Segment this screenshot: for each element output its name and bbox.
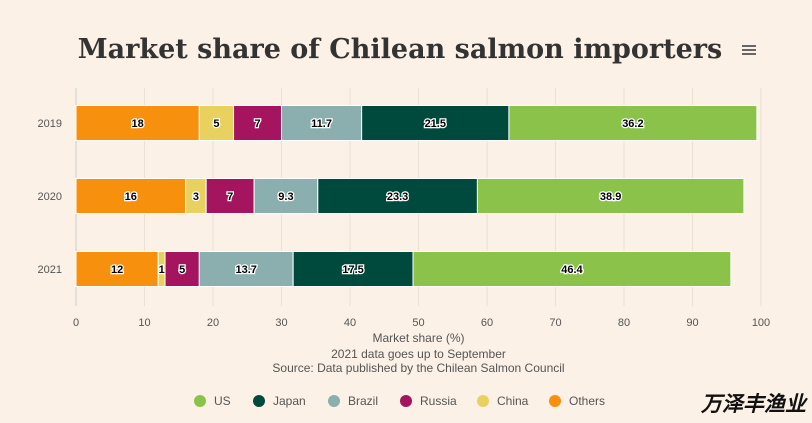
data-label: 46.4 <box>561 264 583 276</box>
legend-item[interactable]: Russia <box>420 394 457 408</box>
data-label: 5 <box>179 264 185 276</box>
legend-marker[interactable] <box>549 395 561 407</box>
x-tick-label: 20 <box>207 317 219 329</box>
data-label: 9.3 <box>278 191 293 203</box>
data-label: 21.5 <box>425 118 446 130</box>
data-label: 7 <box>227 191 233 203</box>
data-label: 5 <box>213 118 219 130</box>
data-label: 7 <box>254 118 260 130</box>
chart-note: Source: Data published by the Chilean Sa… <box>272 361 564 375</box>
legend-item[interactable]: Japan <box>273 394 306 408</box>
data-label: 36.2 <box>622 118 643 130</box>
legend-marker[interactable] <box>194 395 206 407</box>
data-label: 3 <box>193 191 199 203</box>
bar-segment <box>164 251 200 287</box>
x-tick-label: 10 <box>138 317 150 329</box>
bar-segment <box>253 178 319 214</box>
data-label: 1 <box>159 264 165 276</box>
data-label: 12 <box>111 264 123 276</box>
x-tick-label: 40 <box>344 317 356 329</box>
legend-marker[interactable] <box>477 395 489 407</box>
data-label: 13.7 <box>236 264 257 276</box>
x-axis-title: Market share (%) <box>372 331 464 345</box>
hamburger-menu-icon[interactable] <box>738 40 760 60</box>
bar-segment <box>205 178 255 214</box>
bar-segment <box>508 105 758 141</box>
x-tick-label: 30 <box>275 317 287 329</box>
x-tick-label: 70 <box>549 317 561 329</box>
legend-marker[interactable] <box>400 395 412 407</box>
chart-title: Market share of Chilean salmon importers <box>77 34 723 65</box>
y-tick-label: 2019 <box>38 118 62 130</box>
x-tick-label: 100 <box>752 317 770 329</box>
data-label: 18 <box>132 118 144 130</box>
legend-item[interactable]: China <box>497 394 529 408</box>
legend-item[interactable]: US <box>214 394 231 408</box>
data-label: 16 <box>125 191 137 203</box>
x-tick-label: 60 <box>481 317 493 329</box>
data-label: 11.7 <box>311 118 332 130</box>
legend-marker[interactable] <box>328 395 340 407</box>
bar-segment <box>198 105 235 141</box>
bar-segment <box>75 178 187 214</box>
legend-item[interactable]: Others <box>569 394 605 408</box>
data-label: 17.5 <box>342 264 363 276</box>
bar-segment <box>198 251 294 287</box>
x-tick-label: 90 <box>686 317 698 329</box>
y-tick-label: 2020 <box>38 191 62 203</box>
bar-segment <box>317 178 478 214</box>
legend-item[interactable]: Brazil <box>348 394 378 408</box>
chart-note: 2021 data goes up to September <box>331 347 506 361</box>
x-tick-label: 50 <box>412 317 424 329</box>
x-tick-label: 80 <box>618 317 630 329</box>
x-tick-label: 0 <box>73 317 79 329</box>
bar-segment <box>233 105 283 141</box>
data-label: 23.3 <box>387 191 408 203</box>
bar-segment <box>412 251 732 287</box>
legend-marker[interactable] <box>253 395 265 407</box>
bar-segment <box>75 105 200 141</box>
bar-segment <box>292 251 414 287</box>
bar-segment <box>361 105 510 141</box>
bar-segment <box>476 178 745 214</box>
watermark-logo: 万泽丰渔业 <box>701 391 806 416</box>
data-label: 38.9 <box>600 191 621 203</box>
y-tick-label: 2021 <box>38 264 62 276</box>
